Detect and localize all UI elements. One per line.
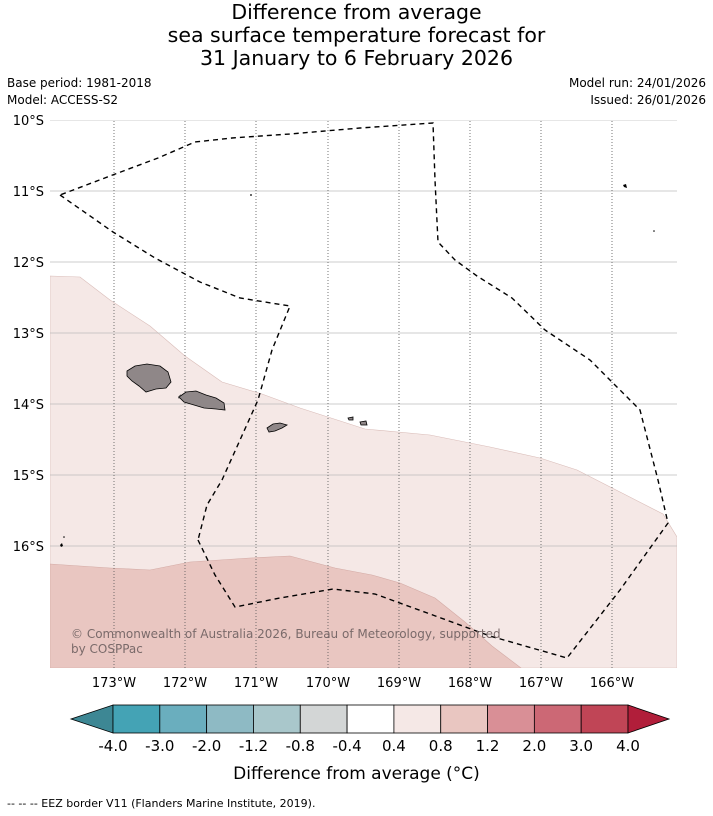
colorbar-segments [112, 704, 629, 734]
colorbar-segment [299, 704, 348, 734]
colorbar-title: Difference from average (°C) [233, 764, 480, 784]
colorbar-label: 2.0 [522, 737, 546, 755]
lat-labels: 10°S 11°S 12°S 13°S 14°S 15°S 16°S [13, 114, 44, 555]
islet-wallis [60, 543, 63, 547]
eez-footnote: -- -- -- EEZ border V11 (Flanders Marine… [7, 797, 316, 810]
lat-label: 11°S [13, 185, 44, 200]
copyright-line-1: © Commonwealth of Australia 2026, Bureau… [71, 627, 501, 641]
title-line-1: Difference from average [231, 0, 482, 24]
colorbar-label: 4.0 [616, 737, 640, 755]
island-upolu [178, 390, 226, 411]
colorbar-label: -3.0 [145, 737, 174, 755]
lon-label: 170°W [306, 676, 350, 691]
colorbar-segment [159, 704, 208, 734]
colorbar-segment [346, 704, 395, 734]
colorbar-label: -4.0 [98, 737, 127, 755]
lon-labels: 173°W 172°W 171°W 170°W 169°W 168°W 167°… [92, 676, 634, 691]
colorbar-label: -0.4 [332, 737, 361, 755]
base-period: Base period: 1981-2018 [7, 76, 152, 90]
lat-label: 16°S [13, 540, 44, 555]
colorbar-segment [253, 704, 301, 734]
colorbar-label: -1.2 [239, 737, 268, 755]
lon-label: 173°W [92, 676, 136, 691]
lon-label: 166°W [590, 676, 634, 691]
island-tutuila [266, 422, 288, 433]
colorbar-over-arrow [627, 704, 671, 734]
islet-swains [250, 194, 252, 196]
colorbar-segment [393, 704, 442, 734]
lon-label: 172°W [163, 676, 207, 691]
colorbar-segment [487, 704, 535, 734]
model-run: Model run: 24/01/2026 [568, 76, 706, 90]
island-manua-1 [347, 416, 354, 421]
issued-date: Issued: 26/01/2026 [590, 93, 706, 107]
islet-tokelau-2 [653, 230, 655, 232]
lon-label: 169°W [377, 676, 421, 691]
island-savaii [126, 363, 172, 393]
lat-label: 12°S [13, 256, 44, 271]
lat-gridlines [50, 120, 677, 547]
lat-label: 15°S [13, 469, 44, 484]
title-line-3: 31 January to 6 February 2026 [199, 46, 513, 70]
islet-wallis-2 [63, 536, 65, 538]
colorbar-labels: -4.0 -3.0 -2.0 -1.2 -0.8 -0.4 0.4 0.8 1.… [98, 737, 640, 755]
model-name: Model: ACCESS-S2 [7, 93, 119, 107]
colorbar: -4.0 -3.0 -2.0 -1.2 -0.8 -0.4 0.4 0.8 1.… [69, 704, 671, 755]
colorbar-label: -0.8 [286, 737, 315, 755]
colorbar-segment [206, 704, 254, 734]
colorbar-label: -2.0 [192, 737, 221, 755]
lat-label: 10°S [13, 114, 44, 129]
colorbar-label: 3.0 [569, 737, 593, 755]
copyright-line-2: by COSPPac [71, 642, 143, 656]
lat-label: 14°S [13, 398, 44, 413]
colorbar-label: 0.4 [382, 737, 406, 755]
anomaly-band-0-8-1-2 [50, 555, 522, 668]
title-line-2: sea surface temperature forecast for [167, 23, 546, 47]
islet-apolima [178, 394, 181, 399]
colorbar-segment [112, 704, 161, 734]
eez-border-american-samoa [59, 122, 669, 659]
island-manua-2 [359, 420, 368, 426]
lon-label: 171°W [234, 676, 278, 691]
islet-tokelau [623, 184, 627, 188]
colorbar-label: 0.8 [429, 737, 453, 755]
colorbar-under-arrow [69, 704, 114, 734]
lat-label: 13°S [13, 327, 44, 342]
eez-border-samoa [59, 194, 291, 541]
lon-label: 168°W [448, 676, 492, 691]
colorbar-segment [440, 704, 488, 734]
lon-label: 167°W [519, 676, 563, 691]
colorbar-segment [533, 704, 582, 734]
map-area [50, 120, 677, 668]
colorbar-label: 1.2 [476, 737, 500, 755]
colorbar-segment [580, 704, 629, 734]
